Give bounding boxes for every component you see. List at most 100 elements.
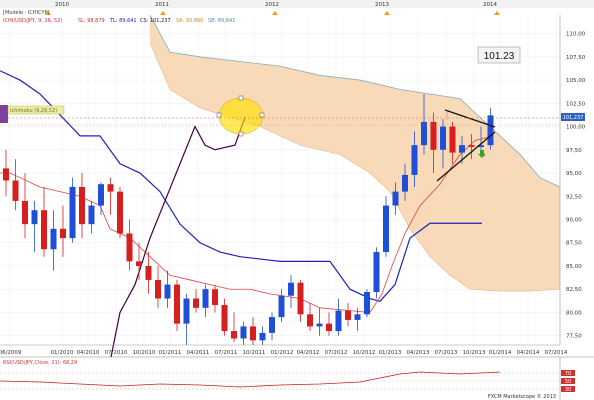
y-tick-label: 90,00 — [566, 218, 582, 224]
rsi-level-30: 30 — [565, 387, 571, 393]
candle-body — [316, 323, 323, 327]
triangle-upper-trendline[interactable] — [444, 109, 496, 128]
triangle-lower-trendline[interactable] — [436, 131, 496, 182]
x-tick-label: 04/2011 — [187, 350, 210, 356]
candle — [392, 182, 399, 215]
senkou-span-b-line — [149, 14, 561, 188]
candle — [145, 252, 152, 294]
candle — [364, 289, 370, 318]
candle — [12, 159, 19, 211]
x-tick-label: 07/2012 — [325, 350, 348, 356]
legend: [Modèle : ICHICYP] ICHI(USD/JPY, 9, 26, … — [3, 9, 235, 24]
candle — [240, 321, 247, 345]
candle — [402, 163, 408, 201]
x-tick-label: 01/2011 — [159, 350, 182, 356]
candle — [250, 317, 256, 345]
candle — [278, 289, 285, 322]
candle-body — [212, 289, 218, 306]
candle-body — [468, 145, 475, 147]
top-year-labels: 2010 2011 2012 2013 2014 — [55, 2, 497, 8]
candle — [50, 210, 57, 271]
candle-body — [259, 332, 266, 341]
ellipse-handle[interactable] — [216, 112, 222, 118]
arrow-up-icon — [478, 150, 486, 158]
x-tick-label: 01/2013 — [379, 350, 402, 356]
candle-body — [98, 184, 104, 206]
candle-body — [240, 326, 247, 339]
candle — [478, 126, 484, 155]
candle-body — [155, 279, 161, 299]
time-axis-ticks: 06/2009 01/2010 04/2010 07/2010 10/2010 01/20… — [0, 350, 568, 356]
ellipse-handle[interactable] — [238, 131, 244, 137]
year-label-2010: 2010 — [55, 2, 69, 8]
x-tick-label: 07/2011 — [215, 350, 238, 356]
price-axis[interactable] — [560, 15, 594, 345]
price-annotation-box[interactable]: 101.23 — [477, 46, 521, 64]
candle-body — [288, 282, 294, 296]
candle-body — [183, 298, 190, 324]
y-tick-label: 82,50 — [566, 287, 582, 293]
chikou-span-line — [104, 117, 246, 387]
rsi-level-70: 70 — [565, 371, 571, 377]
y-tick-label: 80,00 — [566, 310, 582, 316]
rsi-panel[interactable] — [0, 357, 594, 400]
sb-value: SB: 89,641 — [208, 18, 235, 24]
candle-body — [402, 174, 408, 192]
highlight-ellipse[interactable] — [218, 97, 264, 135]
y-tick-label: 97,50 — [566, 148, 582, 154]
candle — [373, 247, 380, 299]
candle-body — [345, 310, 351, 320]
timeline-marker-icon — [160, 11, 166, 15]
candle-body — [202, 289, 209, 308]
candle — [117, 186, 123, 239]
candle — [107, 177, 114, 215]
candle-body — [383, 205, 389, 253]
candle-body — [174, 284, 180, 324]
candle-body — [107, 184, 114, 192]
candle-body — [326, 323, 332, 332]
candle — [440, 119, 446, 169]
kumo-cloud — [150, 15, 560, 292]
candle-body — [411, 145, 418, 175]
current-price-tag: 101,237 — [561, 113, 585, 121]
timeline-markers — [45, 11, 500, 15]
price-box-value: 101.23 — [484, 51, 515, 62]
candle — [164, 270, 171, 308]
kijun-sen-line — [0, 70, 482, 302]
x-tick-label: 04/2012 — [297, 350, 320, 356]
y-tick-label: 107,50 — [566, 55, 586, 61]
candle-body — [335, 310, 342, 332]
triangle-pattern[interactable] — [436, 109, 496, 182]
candle — [430, 112, 437, 174]
x-tick-label: 01/2012 — [271, 350, 294, 356]
left-ichimoku-tag[interactable]: Ichimoku (9,26,52) — [0, 105, 65, 123]
timeline-bar[interactable] — [0, 0, 594, 8]
candle-body — [79, 186, 85, 225]
y-tick-label: 77,50 — [566, 334, 582, 340]
candle — [487, 107, 494, 150]
candle-body — [60, 228, 66, 239]
candle-body — [449, 126, 456, 153]
candle — [297, 279, 304, 322]
candle — [288, 275, 294, 308]
candle — [183, 293, 190, 345]
x-tick-label: 04/2010 — [77, 350, 100, 356]
y-tick-label: 87,50 — [566, 241, 582, 247]
x-tick-label: 01/2010 — [51, 350, 74, 356]
candle-body — [50, 228, 57, 250]
candle-body — [12, 180, 19, 201]
candle-body — [478, 145, 484, 147]
candle-body — [430, 121, 437, 150]
ellipse-handle[interactable] — [238, 95, 244, 101]
indicator-name: ICHI(USD/JPY, 9, 26, 52) — [3, 18, 62, 24]
ellipse-handle[interactable] — [259, 112, 265, 118]
x-tick-label: 10/2012 — [353, 350, 376, 356]
candle — [98, 182, 104, 215]
candle — [31, 200, 38, 253]
candle — [60, 205, 66, 257]
candle — [136, 242, 142, 280]
candle-body — [145, 265, 152, 280]
current-price-tag-text: 101,237 — [563, 115, 584, 121]
candle-body — [269, 317, 275, 333]
